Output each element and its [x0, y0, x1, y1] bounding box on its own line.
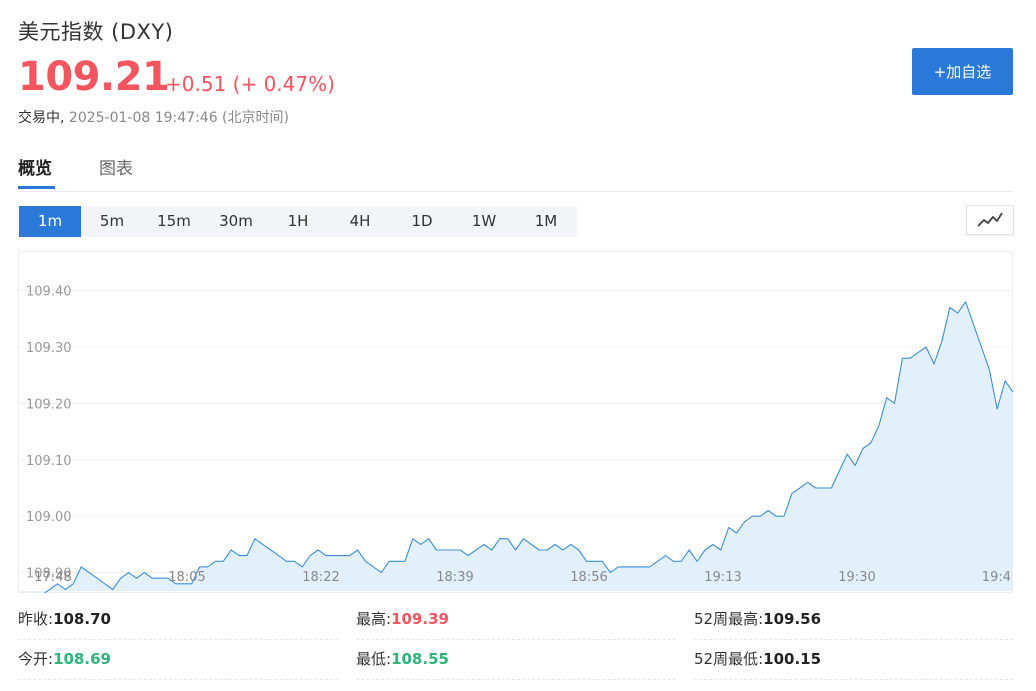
- x-tick-label: 18:56: [570, 570, 607, 585]
- stat-value: 109.56: [763, 610, 822, 628]
- x-tick-label: 19:13: [704, 570, 741, 585]
- trading-state: 交易中,: [18, 110, 65, 126]
- period-1h[interactable]: 1H: [287, 212, 309, 230]
- y-tick-label: 109.10: [26, 454, 72, 469]
- x-tick-label: 19:30: [838, 570, 875, 585]
- y-tick-label: 109.40: [26, 285, 72, 300]
- x-tick-label: 19:4: [982, 570, 1011, 585]
- stat-52w-high: 52周最高:109.56: [694, 600, 1013, 640]
- period-selector: 1m 5m 15m 30m 1H 4H 1D 1W 1M: [19, 206, 577, 237]
- stat-value: 108.69: [53, 650, 111, 668]
- stat-low: 最低:108.55: [356, 640, 676, 680]
- period-4h[interactable]: 4H: [349, 212, 371, 230]
- price-area: [18, 301, 1013, 593]
- stat-value: 109.39: [391, 610, 449, 628]
- period-5m[interactable]: 5m: [99, 212, 125, 230]
- period-1m[interactable]: 1m: [19, 206, 81, 237]
- stat-high: 最高:109.39: [356, 600, 676, 640]
- period-1d[interactable]: 1D: [411, 212, 433, 230]
- stat-label: 52周最低:: [694, 650, 764, 668]
- trading-timestamp: 2025-01-08 19:47:46 (北京时间): [68, 110, 289, 126]
- period-1mo[interactable]: 1M: [534, 212, 558, 230]
- tab-chart[interactable]: 图表: [99, 159, 133, 179]
- x-tick-label: 18:22: [302, 570, 339, 585]
- stat-label: 昨收:: [18, 610, 54, 628]
- price-chart: 109.40 109.30 109.20 109.10 109.00 108.9017:4…: [18, 251, 1013, 593]
- page-title: 美元指数 (DXY): [18, 20, 174, 44]
- y-tick-label: 109.20: [26, 397, 72, 412]
- stat-value: 100.15: [763, 650, 822, 668]
- price-line: [43, 301, 1013, 593]
- trading-status: 交易中, 2025-01-08 19:47:46 (北京时间): [18, 107, 289, 127]
- line-chart-icon: [977, 212, 1003, 227]
- stat-prev-close: 昨收:108.70: [18, 600, 338, 640]
- stat-value: 108.70: [53, 610, 111, 628]
- x-tick-label: 18:05: [168, 570, 205, 585]
- tabs-divider: [18, 191, 1013, 192]
- x-tick-label: 17:48: [34, 570, 71, 585]
- tab-overview[interactable]: 概览: [18, 159, 52, 179]
- chart-type-button[interactable]: [966, 205, 1014, 235]
- period-1w[interactable]: 1W: [471, 212, 497, 230]
- period-15m[interactable]: 15m: [157, 212, 191, 230]
- y-tick-label: 109.00: [26, 510, 72, 525]
- stat-label: 最高:: [356, 610, 392, 628]
- price-change: +0.51 (+ 0.47%): [165, 72, 335, 96]
- period-30m[interactable]: 30m: [219, 212, 253, 230]
- y-tick-label: 108.90: [26, 567, 72, 582]
- stat-label: 52周最高:: [694, 610, 764, 628]
- current-price: 109.21: [18, 54, 170, 100]
- stat-open: 今开:108.69: [18, 640, 338, 680]
- y-tick-label: 109.30: [26, 341, 72, 356]
- stat-label: 今开:: [18, 650, 54, 668]
- x-tick-label: 18:39: [436, 570, 473, 585]
- add-to-watchlist-button[interactable]: +加自选: [912, 48, 1013, 95]
- stat-52w-low: 52周最低:100.15: [694, 640, 1013, 680]
- stat-value: 108.55: [391, 650, 449, 668]
- active-tab-indicator: [18, 186, 55, 189]
- stat-label: 最低:: [356, 650, 392, 668]
